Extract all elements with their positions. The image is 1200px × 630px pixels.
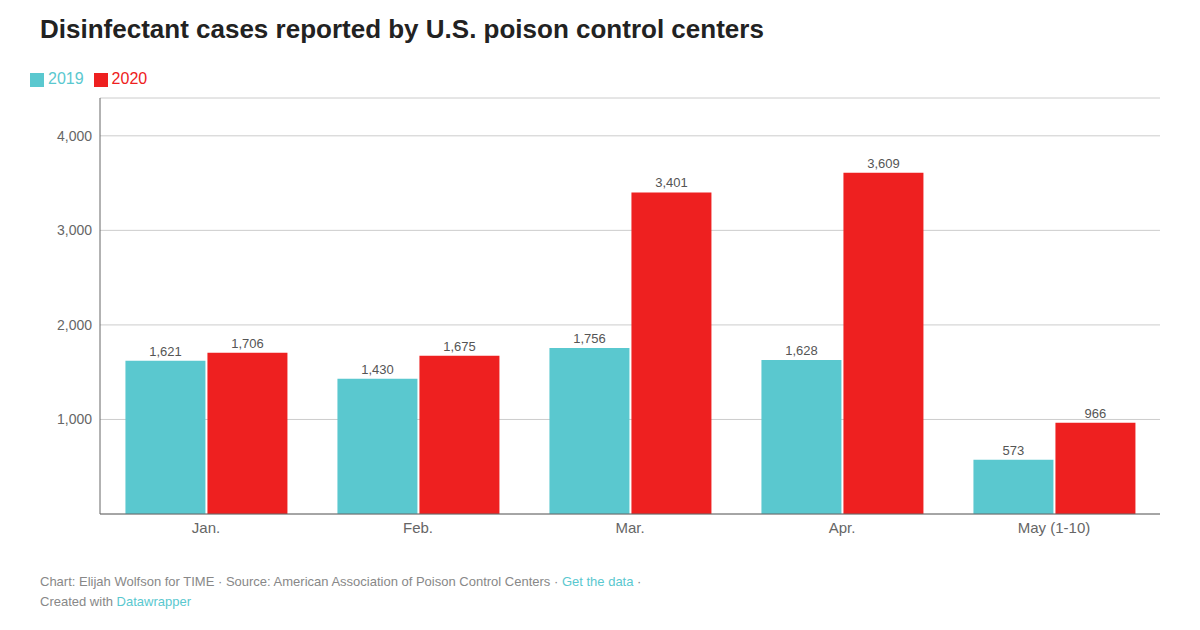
svg-text:966: 966: [1085, 406, 1107, 421]
svg-text:2,000: 2,000: [57, 317, 92, 333]
svg-text:3,401: 3,401: [655, 175, 688, 190]
svg-text:1,675: 1,675: [443, 339, 476, 354]
html-text:2019: 2019: [48, 70, 84, 87]
html-text:Created with Datawrapper: Created with Datawrapper: [40, 594, 191, 609]
svg-text:3,609: 3,609: [867, 156, 900, 171]
svg-text:1,756: 1,756: [573, 331, 606, 346]
svg-text:573: 573: [1003, 443, 1025, 458]
svg-text:1,430: 1,430: [361, 362, 394, 377]
svg-text:Apr.: Apr.: [829, 519, 856, 536]
svg-text:1,628: 1,628: [785, 343, 818, 358]
svg-text:1,000: 1,000: [57, 411, 92, 427]
svg-text:4,000: 4,000: [57, 128, 92, 144]
svg-text:1,621: 1,621: [149, 344, 182, 359]
svg-text:3,000: 3,000: [57, 222, 92, 238]
svg-text:1,706: 1,706: [231, 336, 264, 351]
html-text:Chart: Elijah Wolfson for TIME: Chart: Elijah Wolfson for TIME · Source:…: [40, 574, 642, 589]
svg-text:May (1-10): May (1-10): [1018, 519, 1091, 536]
html-text:Disinfectant cases reported by: Disinfectant cases reported by U.S. pois…: [40, 14, 764, 44]
svg-text:Jan.: Jan.: [192, 519, 220, 536]
html-text:2020: 2020: [111, 70, 148, 87]
svg-text:Mar.: Mar.: [615, 519, 644, 536]
svg-text:Feb.: Feb.: [403, 519, 433, 536]
